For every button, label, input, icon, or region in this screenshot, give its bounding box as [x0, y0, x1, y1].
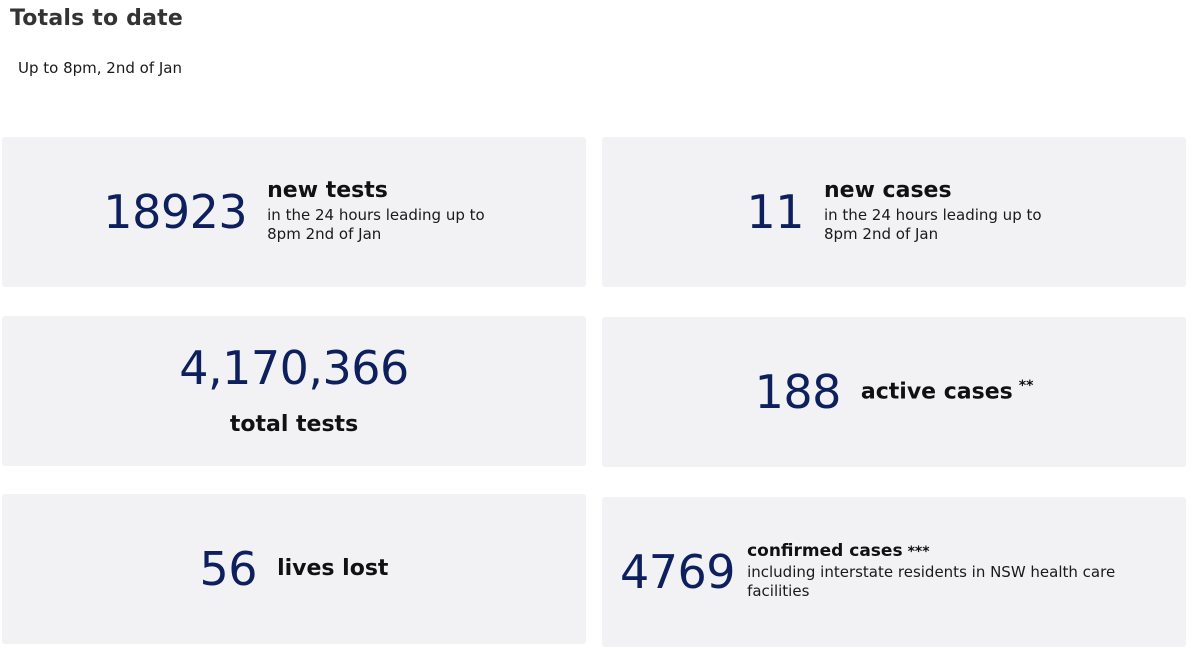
page-title: Totals to date: [10, 6, 183, 31]
new-cases-value: 11: [746, 185, 804, 239]
active-cases-label-line: active cases **: [861, 379, 1034, 405]
new-tests-label: new tests: [267, 178, 388, 204]
lives-lost-value: 56: [199, 542, 258, 596]
active-cases-card: 188 active cases **: [602, 317, 1186, 467]
new-tests-label-group: new tests in the 24 hours leading up to …: [267, 179, 485, 244]
confirmed-cases-sub-line1: including interstate residents in NSW he…: [747, 562, 1116, 581]
new-cases-sub-line1: in the 24 hours leading up to: [823, 205, 1042, 224]
confirmed-cases-label: confirmed cases: [747, 541, 903, 562]
page-subtitle: Up to 8pm, 2nd of Jan: [18, 59, 182, 77]
new-cases-label-group: new cases in the 24 hours leading up to …: [824, 179, 1042, 244]
lives-lost-card: 56 lives lost: [2, 494, 586, 644]
confirmed-cases-sub-line2: facilities: [747, 582, 810, 601]
total-tests-card: 4,170,366 total tests: [2, 316, 586, 466]
new-cases-label: new cases: [823, 178, 952, 204]
active-cases-label-group: active cases **: [861, 379, 1034, 405]
new-tests-card: 18923 new tests in the 24 hours leading …: [2, 137, 586, 287]
confirmed-cases-card: 4769 confirmed cases *** including inters…: [602, 497, 1186, 647]
confirmed-cases-value: 4769: [620, 545, 736, 599]
confirmed-cases-footnote-mark: ***: [907, 544, 930, 561]
new-tests-value: 18923: [103, 185, 248, 239]
lives-lost-label: lives lost: [277, 555, 389, 581]
confirmed-cases-label-line: confirmed cases ***: [747, 542, 1115, 561]
new-tests-sub-line1: in the 24 hours leading up to: [267, 205, 485, 224]
total-tests-value: 4,170,366: [179, 340, 409, 395]
active-cases-label: active cases: [860, 379, 1013, 405]
lives-lost-label-group: lives lost: [277, 555, 389, 581]
new-cases-card: 11 new cases in the 24 hours leading up …: [602, 137, 1186, 287]
confirmed-cases-label-group: confirmed cases *** including interstate …: [747, 542, 1115, 602]
new-cases-sub-line2: 8pm 2nd of Jan: [823, 225, 939, 244]
active-cases-value: 188: [754, 365, 842, 419]
new-tests-sub-line2: 8pm 2nd of Jan: [267, 225, 382, 244]
active-cases-footnote-mark: **: [1018, 378, 1034, 395]
total-tests-label: total tests: [229, 411, 359, 437]
